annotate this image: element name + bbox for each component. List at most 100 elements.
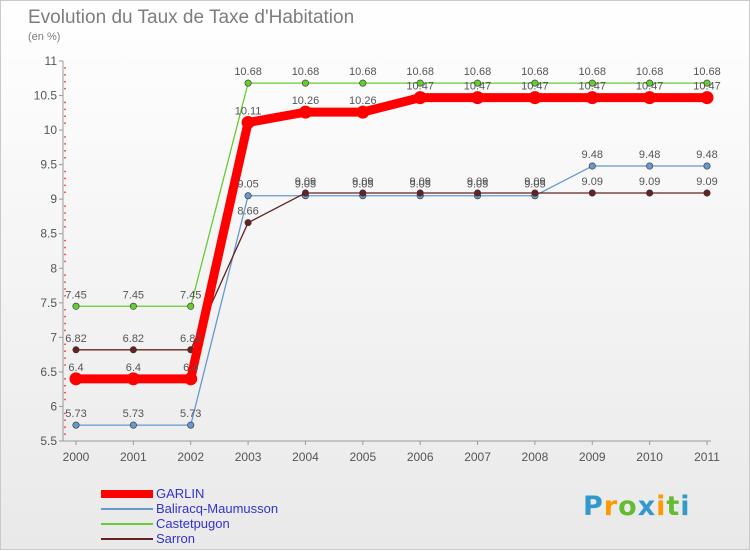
data-label: 6.82 (123, 333, 144, 345)
legend-item: Baliracq-Maumusson (101, 501, 331, 516)
data-label: 10.26 (292, 95, 320, 107)
data-label: 5.73 (65, 408, 86, 420)
y-tick-label: 6.5 (40, 365, 57, 379)
y-minor-tick (64, 329, 66, 332)
y-minor-tick (64, 274, 66, 277)
data-point (588, 189, 596, 197)
chart-subtitle: (en %) (28, 31, 61, 43)
data-label: 10.47 (406, 81, 434, 93)
y-tick-label: 6 (50, 399, 57, 413)
y-minor-tick (64, 357, 66, 359)
y-minor-tick (64, 364, 66, 366)
data-point (474, 79, 482, 87)
data-label: 9.48 (639, 149, 660, 161)
data-label: 10.47 (579, 81, 607, 93)
y-minor-tick (64, 295, 66, 297)
logo-letter: o (618, 491, 638, 522)
x-tick-label: 2001 (120, 450, 147, 464)
legend-swatch (101, 538, 153, 540)
logo-letter: x (637, 491, 657, 522)
legend-item: Sarron (101, 531, 331, 546)
data-point (703, 162, 711, 170)
y-minor-tick (64, 136, 66, 138)
y-tick-label: 7 (50, 330, 57, 344)
y-minor-tick (64, 433, 66, 435)
data-point (643, 91, 657, 105)
series-line (76, 165, 707, 426)
legend-item: GARLIN (101, 486, 331, 501)
logo-letter: i (680, 491, 691, 522)
data-label: 10.47 (693, 81, 721, 93)
data-label: 7.45 (180, 289, 201, 301)
y-minor-tick (64, 377, 66, 380)
data-point (298, 105, 312, 119)
y-tick-label: 11 (45, 54, 58, 68)
legend-label: Castetpugon (156, 516, 230, 531)
x-tick-label: 2006 (407, 450, 434, 464)
data-label: 10.68 (406, 66, 434, 78)
y-minor-tick (64, 205, 66, 207)
y-minor-tick (64, 343, 66, 346)
y-minor-tick (64, 143, 66, 145)
data-label: 5.73 (123, 408, 144, 420)
data-label: 9.05 (409, 179, 430, 191)
data-point (531, 79, 539, 87)
data-point (244, 192, 252, 200)
data-point (416, 189, 424, 197)
data-point (241, 115, 255, 129)
y-minor-tick (64, 419, 66, 422)
data-label: 9.09 (696, 176, 717, 188)
data-point (244, 219, 252, 227)
y-tick-label: 8 (50, 261, 57, 275)
data-point (129, 421, 137, 429)
y-minor-tick (64, 281, 66, 283)
data-point (528, 91, 542, 105)
y-minor-tick (64, 87, 66, 90)
y-minor-tick (64, 108, 66, 111)
data-point (416, 79, 424, 87)
data-point (359, 79, 367, 87)
y-minor-tick (64, 115, 66, 118)
y-tick-label: 7.5 (40, 296, 57, 310)
legend-swatch (101, 508, 153, 510)
y-minor-tick (64, 350, 66, 353)
data-point (703, 79, 711, 87)
data-point (244, 79, 252, 87)
data-point (531, 189, 539, 197)
y-minor-tick (64, 67, 66, 69)
x-tick-label: 2000 (63, 450, 90, 464)
data-point (474, 189, 482, 197)
data-point (72, 302, 80, 310)
y-minor-tick (64, 322, 66, 325)
data-point (69, 372, 83, 386)
data-label: 10.68 (636, 66, 664, 78)
data-label: 9.48 (696, 149, 717, 161)
data-point (301, 189, 309, 197)
data-label: 9.48 (582, 149, 603, 161)
legend-swatch (101, 523, 153, 525)
y-minor-tick (64, 170, 66, 173)
data-point (646, 79, 654, 87)
data-point (646, 189, 654, 197)
data-label: 10.47 (464, 81, 492, 93)
data-point (356, 105, 370, 119)
y-minor-tick (64, 212, 66, 214)
series-line (76, 93, 707, 384)
y-minor-tick (64, 122, 66, 125)
data-point (588, 79, 596, 87)
logo-letter: t (666, 491, 681, 522)
logo-letter: i (656, 491, 667, 522)
data-label: 9.09 (352, 176, 373, 188)
y-tick-label: 8.5 (40, 227, 57, 241)
y-minor-tick (64, 101, 66, 104)
data-label: 9.09 (467, 176, 488, 188)
proxiti-logo: Proxiti (583, 491, 691, 522)
y-minor-tick (64, 308, 66, 311)
data-label: 7.45 (123, 289, 144, 301)
x-tick-label: 2003 (235, 450, 262, 464)
data-point (72, 421, 80, 429)
data-label: 9.09 (524, 176, 545, 188)
x-tick-label: 2005 (349, 450, 376, 464)
data-label: 10.26 (349, 95, 377, 107)
data-label: 9.09 (639, 176, 660, 188)
